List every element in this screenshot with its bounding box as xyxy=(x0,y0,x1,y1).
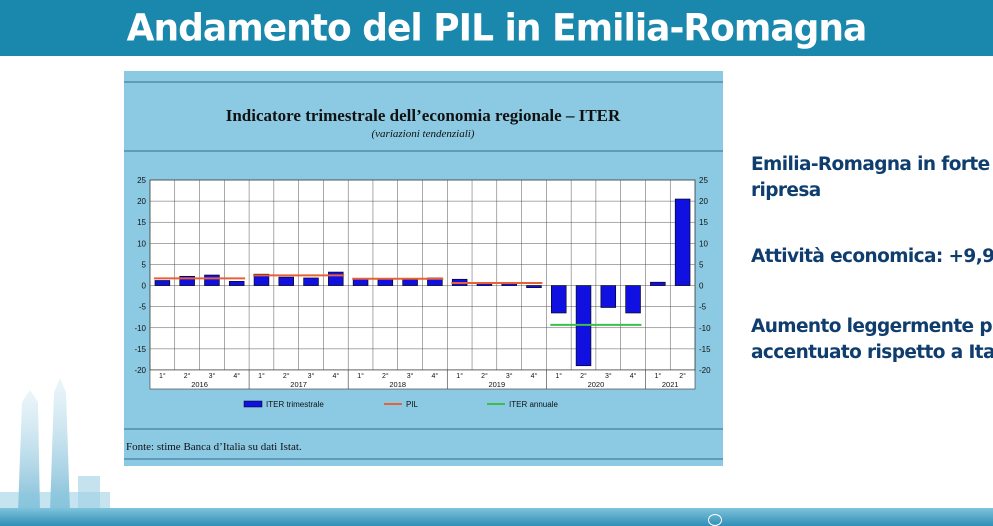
legend-swatch xyxy=(243,400,263,408)
x-tick-label: 4° xyxy=(531,372,538,380)
y-tick-label-left: 10 xyxy=(137,239,146,248)
y-tick-label-left: -5 xyxy=(139,303,147,312)
legend-label: PIL xyxy=(406,400,419,409)
y-tick-label-right: 20 xyxy=(699,197,708,206)
year-label: 2017 xyxy=(290,380,307,389)
slide-title: Andamento del PIL in Emilia-Romagna xyxy=(126,6,868,50)
x-tick-label: 1° xyxy=(555,372,562,380)
bullet-line: accentuato rispetto a Itali xyxy=(751,342,993,363)
bar xyxy=(253,273,270,286)
bullet-line: Aumento leggermente più xyxy=(751,316,993,337)
x-tick-label: 1° xyxy=(456,372,463,380)
y-tick-label-left: 15 xyxy=(137,218,146,227)
bar xyxy=(551,285,567,314)
x-tick-label: 4° xyxy=(332,372,339,380)
legend-label: ITER trimestrale xyxy=(266,400,324,409)
logo-icon xyxy=(708,514,722,526)
bullet-strong-recovery: Emilia-Romagna in forte ripresa xyxy=(751,152,993,204)
x-tick-label: 3° xyxy=(407,372,414,380)
bullet-line: Attività economica: +9,9% xyxy=(751,246,993,267)
bar xyxy=(377,278,394,286)
y-tick-label-right: -5 xyxy=(699,303,707,312)
x-tick-label: 3° xyxy=(209,372,216,380)
x-tick-label: 4° xyxy=(432,372,439,380)
bar xyxy=(303,277,319,286)
year-label: 2018 xyxy=(389,380,406,389)
bar xyxy=(228,281,245,286)
x-tick-label: 2° xyxy=(184,372,191,380)
chart-panel: Indicatore trimestrale dell’economia reg… xyxy=(124,71,723,466)
y-tick-label-left: 20 xyxy=(137,197,146,206)
x-tick-label: 1° xyxy=(654,372,661,380)
year-label: 2016 xyxy=(191,380,208,389)
bullet-line: ripresa xyxy=(751,180,821,201)
chart-title: Indicatore trimestrale dell’economia reg… xyxy=(226,106,621,125)
x-tick-label: 3° xyxy=(308,372,315,380)
year-label: 2021 xyxy=(662,380,679,389)
bottom-band xyxy=(0,508,993,526)
x-tick-label: 2° xyxy=(382,372,389,380)
y-tick-label-left: -15 xyxy=(134,345,146,354)
year-label: 2020 xyxy=(588,380,605,389)
y-tick-label-left: 5 xyxy=(142,260,147,269)
y-tick-label-right: -15 xyxy=(699,345,711,354)
legend-label: ITER annuale xyxy=(509,400,558,409)
bar xyxy=(179,275,195,286)
bullet-economic-activity: Attività economica: +9,9% xyxy=(751,244,993,270)
bar xyxy=(352,278,369,286)
y-tick-label-right: 0 xyxy=(699,282,704,291)
bar xyxy=(402,279,418,286)
y-tick-label-right: 5 xyxy=(699,260,704,269)
bullet-comparison-italy: Aumento leggermente più accentuato rispe… xyxy=(751,314,993,366)
bullet-line: Emilia-Romagna in forte xyxy=(751,154,990,175)
iter-chart: Indicatore trimestrale dell’economia reg… xyxy=(124,81,723,460)
y-tick-label-left: -20 xyxy=(134,366,146,375)
bar xyxy=(278,276,294,286)
chart-subtitle: (variazioni tendenziali) xyxy=(372,128,475,140)
y-tick-label-right: 25 xyxy=(699,176,708,185)
x-tick-label: 3° xyxy=(605,372,612,380)
bar xyxy=(600,285,617,308)
y-tick-label-left: 25 xyxy=(137,176,146,185)
x-tick-label: 4° xyxy=(233,372,240,380)
bar xyxy=(154,280,171,286)
bar xyxy=(526,285,542,288)
y-tick-label-right: -10 xyxy=(699,324,711,333)
y-tick-label-right: -20 xyxy=(699,366,711,375)
bar xyxy=(204,274,220,286)
y-tick-label-right: 15 xyxy=(699,218,708,227)
x-tick-label: 3° xyxy=(506,372,513,380)
chart-source: Fonte: stime Banca d’Italia su dati Ista… xyxy=(126,441,302,453)
bar xyxy=(625,285,641,314)
y-tick-label-left: 0 xyxy=(142,282,147,291)
x-tick-label: 2° xyxy=(481,372,488,380)
year-label: 2019 xyxy=(488,380,505,389)
x-axis-band xyxy=(149,369,696,390)
bar xyxy=(674,198,691,286)
title-banner: Andamento del PIL in Emilia-Romagna xyxy=(0,0,993,56)
x-tick-label: 2° xyxy=(283,372,290,380)
y-tick-label-right: 10 xyxy=(699,239,708,248)
bar xyxy=(328,271,344,286)
x-tick-label: 1° xyxy=(258,372,265,380)
y-tick-label-left: -10 xyxy=(134,324,146,333)
x-tick-label: 1° xyxy=(159,372,166,380)
towers-illustration xyxy=(0,378,110,512)
x-tick-label: 2° xyxy=(679,372,686,380)
x-tick-label: 1° xyxy=(357,372,364,380)
x-tick-label: 4° xyxy=(630,372,637,380)
bar xyxy=(650,281,666,286)
x-tick-label: 2° xyxy=(580,372,587,380)
